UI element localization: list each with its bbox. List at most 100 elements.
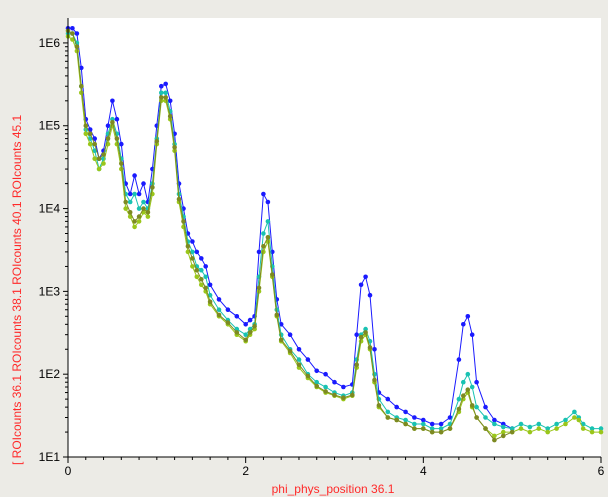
data-point xyxy=(358,282,364,288)
data-point xyxy=(105,123,111,128)
data-point xyxy=(207,282,213,288)
data-point xyxy=(247,330,253,335)
data-point xyxy=(350,392,355,398)
data-point xyxy=(207,292,213,298)
data-point xyxy=(518,421,524,427)
data-point xyxy=(172,144,177,150)
data-point xyxy=(234,326,240,332)
data-point xyxy=(185,244,191,249)
data-point xyxy=(216,312,222,318)
y-axis-title: [ ROIcounts 36.1 ROIcounts 38.1 ROIcount… xyxy=(10,114,24,465)
x-axis-title: phi_phys_position 36.1 xyxy=(272,482,395,496)
y-axis-series-label: ROIcounts 40.1 xyxy=(10,198,24,285)
data-point xyxy=(576,417,582,423)
data-point xyxy=(176,196,182,202)
data-point xyxy=(150,185,155,190)
y-axis-series-label: ROIcounts 45.1 xyxy=(10,114,24,198)
x-tick-label: 2 xyxy=(242,464,249,478)
data-point xyxy=(136,214,142,219)
axes-layer: 1E1 1E2 1E3 1E4 1E5 1E6 0 2 4 6 xyxy=(39,18,605,478)
series-line xyxy=(67,30,513,441)
data-point xyxy=(127,191,133,197)
data-point xyxy=(527,424,533,430)
data-point xyxy=(243,332,248,338)
data-point xyxy=(483,426,488,431)
data-point xyxy=(127,199,133,205)
data-point xyxy=(305,373,311,379)
data-point xyxy=(119,161,124,166)
data-point xyxy=(367,345,373,350)
data-point xyxy=(598,429,604,435)
data-point xyxy=(74,44,80,49)
data-point xyxy=(554,421,559,427)
data-point xyxy=(421,417,426,423)
data-point xyxy=(421,426,426,431)
data-point xyxy=(492,417,497,423)
data-point xyxy=(87,141,93,147)
data-point xyxy=(79,83,84,89)
data-point xyxy=(119,141,124,147)
data-point xyxy=(394,417,400,423)
data-point xyxy=(296,357,302,362)
data-point xyxy=(563,417,568,423)
data-point xyxy=(96,166,102,172)
data-point xyxy=(123,199,128,205)
data-point xyxy=(256,249,262,255)
data-point xyxy=(265,199,271,205)
data-point xyxy=(367,292,373,298)
data-point xyxy=(110,120,115,125)
data-point xyxy=(203,274,208,280)
data-point xyxy=(447,426,453,431)
data-point xyxy=(70,26,75,31)
data-point xyxy=(234,314,240,319)
data-point xyxy=(296,362,302,368)
data-point xyxy=(474,415,479,420)
data-point xyxy=(190,264,195,269)
data-point xyxy=(438,429,444,435)
data-point xyxy=(438,426,444,431)
data-point xyxy=(163,90,168,96)
y-axis-series-label: ROIcounts 38.1 xyxy=(10,285,24,372)
data-point xyxy=(385,415,391,420)
data-point xyxy=(536,421,542,427)
data-point xyxy=(354,332,360,338)
data-point xyxy=(363,274,368,280)
data-point xyxy=(79,65,84,71)
data-point xyxy=(323,371,328,377)
data-point xyxy=(265,235,271,240)
data-point xyxy=(363,330,368,335)
data-point xyxy=(287,332,293,338)
data-point xyxy=(132,224,137,230)
data-point xyxy=(518,426,524,431)
data-point xyxy=(363,326,368,332)
data-point xyxy=(207,299,213,305)
y-tick-label: 1E5 xyxy=(39,119,61,133)
data-point xyxy=(492,421,497,427)
data-point xyxy=(145,210,151,215)
data-point xyxy=(483,415,488,420)
y-tick-label: 1E1 xyxy=(39,450,61,464)
y-axis-series-label: ROIcounts 36.1 xyxy=(10,372,24,459)
data-point xyxy=(225,307,231,313)
data-point xyxy=(105,136,111,141)
y-tick-label: 1E4 xyxy=(39,202,61,216)
data-point xyxy=(261,244,266,249)
data-point xyxy=(243,337,248,343)
data-point xyxy=(412,426,417,431)
data-point xyxy=(194,274,200,280)
data-point xyxy=(429,426,435,431)
data-point xyxy=(394,404,400,410)
data-point xyxy=(509,426,515,431)
data-point xyxy=(141,206,146,211)
data-point xyxy=(456,396,462,402)
data-point xyxy=(247,317,253,323)
data-point xyxy=(296,347,302,352)
series-layer xyxy=(65,26,604,443)
data-point xyxy=(203,285,208,291)
data-point xyxy=(136,206,142,211)
y-tick-label: 1E3 xyxy=(39,284,61,298)
data-point xyxy=(199,267,204,273)
data-point xyxy=(132,191,137,197)
y-axis-titles: [ ROIcounts 36.1 ROIcounts 38.1 ROIcount… xyxy=(10,114,24,465)
data-point xyxy=(92,141,97,147)
